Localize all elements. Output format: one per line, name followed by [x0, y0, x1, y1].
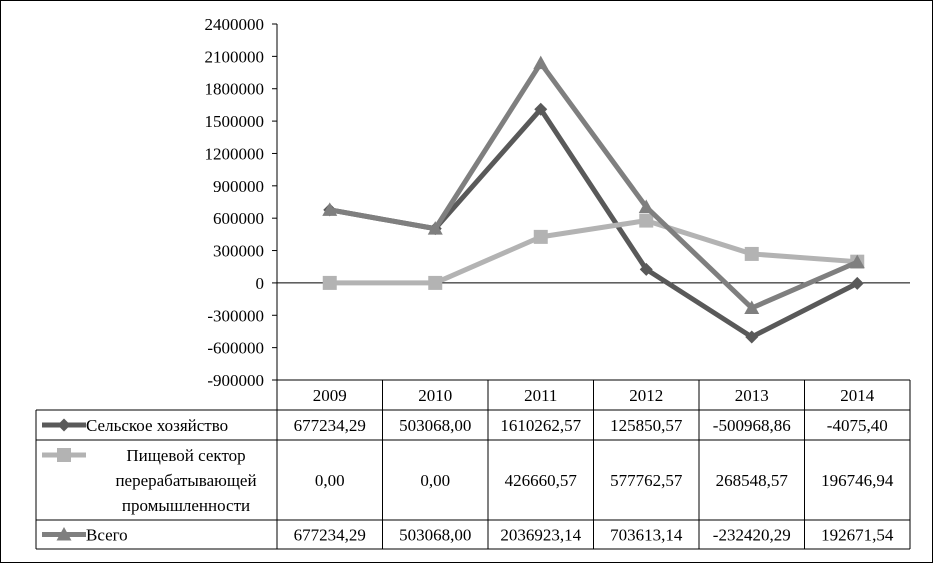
y-tick-label: 300000: [213, 242, 264, 261]
table-value-total: -232420,29: [713, 526, 791, 545]
table-value-total: 2036923,14: [500, 526, 581, 545]
legend-key-marker-total: [56, 527, 72, 541]
table-value-food-sector: 196746,94: [821, 471, 894, 490]
y-tick-label: 1200000: [205, 144, 265, 163]
legend-key-marker-food-sector: [57, 448, 71, 462]
data-point-food-sector: [744, 246, 759, 261]
series-line-food-sector: [327, 218, 860, 286]
data-point-agriculture: [534, 102, 548, 116]
data-point-food-sector: [639, 213, 654, 228]
data-point-agriculture: [639, 262, 653, 276]
x-category-label: 2009: [313, 386, 347, 405]
table-value-food-sector: 268548,57: [716, 471, 789, 490]
data-point-total: [849, 254, 865, 269]
data-point-total: [322, 202, 338, 216]
data-point-agriculture: [745, 330, 759, 344]
table-value-food-sector: 577762,57: [610, 471, 683, 490]
data-point-total: [744, 300, 760, 314]
x-category-label: 2014: [840, 386, 875, 405]
table-value-total: 677234,29: [294, 526, 366, 545]
series-line-total: [327, 60, 860, 311]
legend-name-agriculture: Сельское хозяйство: [86, 416, 228, 435]
y-tick-label: -600000: [207, 339, 264, 358]
data-point-food-sector: [322, 275, 337, 290]
y-tick-label: 1800000: [205, 80, 265, 99]
y-tick-label: -300000: [207, 306, 264, 325]
y-tick-label: 900000: [213, 177, 264, 196]
y-tick-label: 1500000: [205, 112, 265, 131]
y-tick-label: 2400000: [205, 15, 265, 34]
y-tick-label: 0: [256, 274, 265, 293]
x-category-label: 2013: [735, 386, 769, 405]
table-value-agriculture: -500968,86: [713, 416, 791, 435]
data-point-food-sector: [533, 229, 548, 244]
table-value-food-sector: 426660,57: [505, 471, 578, 490]
table-value-agriculture: 677234,29: [294, 416, 366, 435]
data-point-agriculture: [850, 276, 864, 290]
legend-name-food-sector: промышленности: [122, 496, 250, 515]
table-value-agriculture: 503068,00: [399, 416, 471, 435]
table-value-total: 703613,14: [610, 526, 683, 545]
table-value-food-sector: 0,00: [315, 471, 345, 490]
table-value-agriculture: 1610262,57: [500, 416, 581, 435]
x-category-label: 2011: [524, 386, 557, 405]
legend-name-food-sector: Пищевой сектор: [126, 446, 245, 465]
table-value-total: 192671,54: [821, 526, 894, 545]
data-point-food-sector: [428, 275, 443, 290]
legend-name-total: Всего: [86, 526, 128, 545]
data-point-total: [638, 199, 654, 214]
x-category-label: 2010: [418, 386, 452, 405]
table-value-total: 503068,00: [399, 526, 471, 545]
table-value-agriculture: -4075,40: [827, 416, 888, 435]
y-tick-label: 600000: [213, 209, 264, 228]
table-value-food-sector: 0,00: [420, 471, 450, 490]
legend-key-marker-agriculture: [57, 418, 71, 432]
data-point-total: [533, 55, 549, 70]
x-category-label: 2012: [629, 386, 663, 405]
legend-name-food-sector: перерабатывающей: [115, 471, 256, 490]
y-tick-label: 2100000: [205, 47, 265, 66]
table-value-agriculture: 125850,57: [610, 416, 683, 435]
data-point-total: [427, 221, 443, 235]
y-tick-label: -900000: [207, 371, 264, 390]
